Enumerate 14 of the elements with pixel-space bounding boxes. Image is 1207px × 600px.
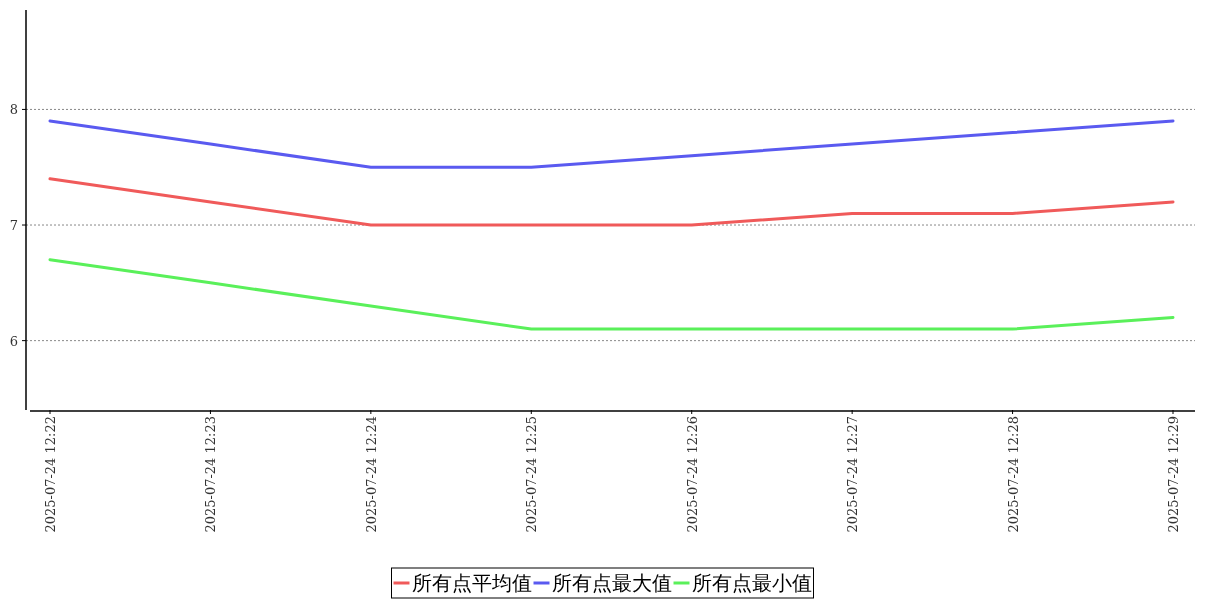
legend-label: 所有点平均值: [411, 571, 532, 595]
x-tick-label: 2025-07-24 12:26: [684, 416, 700, 533]
x-tick-label: 2025-07-24 12:22: [43, 416, 58, 533]
x-tick-label: 2025-07-24 12:23: [203, 416, 219, 533]
x-tick-label: 2025-07-24 12:27: [845, 416, 861, 533]
legend-label: 所有点最大值: [551, 571, 672, 595]
x-tick-label: 2025-07-24 12:29: [1166, 416, 1181, 533]
y-tick-label: 8: [9, 102, 18, 118]
x-tick-label: 2025-07-24 12:25: [524, 416, 540, 533]
y-tick-label: 6: [9, 333, 18, 349]
legend-label: 所有点最小值: [691, 571, 812, 595]
x-tick-label: 2025-07-24 12:28: [1005, 416, 1021, 533]
x-tick-label: 2025-07-24 12:24: [363, 416, 379, 533]
y-tick-label: 7: [9, 218, 18, 234]
